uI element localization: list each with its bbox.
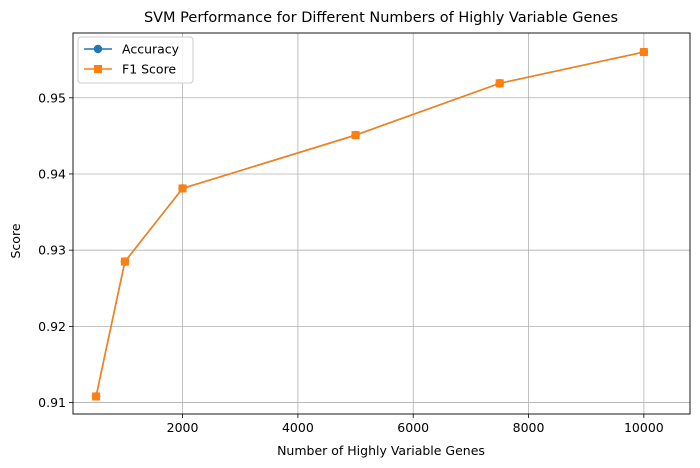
x-tick-label: 10000 xyxy=(624,420,664,435)
y-tick-label: 0.91 xyxy=(38,395,66,410)
f1-score-point xyxy=(495,79,504,88)
grid-lines xyxy=(73,33,690,414)
x-tick-label: 8000 xyxy=(513,420,545,435)
series-layer xyxy=(91,47,649,401)
y-tick-label: 0.93 xyxy=(38,243,66,258)
f1-score-point xyxy=(120,257,129,266)
y-tick-label: 0.95 xyxy=(38,90,66,105)
f1-score-point xyxy=(92,392,101,401)
y-tick-label: 0.92 xyxy=(38,319,66,334)
legend-f1-score-marker xyxy=(94,65,102,73)
y-tick-label: 0.94 xyxy=(38,166,66,181)
y-axis-label: Score xyxy=(8,223,23,258)
legend-accuracy-marker xyxy=(93,44,103,54)
x-tick-label: 2000 xyxy=(167,420,199,435)
legend-f1-score-label: F1 Score xyxy=(122,62,176,77)
x-tick-label: 4000 xyxy=(282,420,314,435)
f1-score-point xyxy=(351,131,360,140)
x-tick-label: 6000 xyxy=(397,420,429,435)
accuracy-line xyxy=(95,51,645,397)
legend-accuracy-label: Accuracy xyxy=(122,42,180,57)
axis-ticks: 2000 4000 6000 8000 10000 0.91 0.92 0.93 0.94 0.9… xyxy=(38,90,664,435)
f1-score-point xyxy=(178,184,187,193)
f1-score-point xyxy=(639,48,648,57)
x-axis-label: Number of Highly Variable Genes xyxy=(277,443,485,458)
plot-frame xyxy=(72,32,691,415)
f1-score-line xyxy=(95,51,645,397)
chart-title: SVM Performance for Different Numbers of… xyxy=(144,10,618,26)
legend: Accuracy F1 Score xyxy=(77,36,194,84)
